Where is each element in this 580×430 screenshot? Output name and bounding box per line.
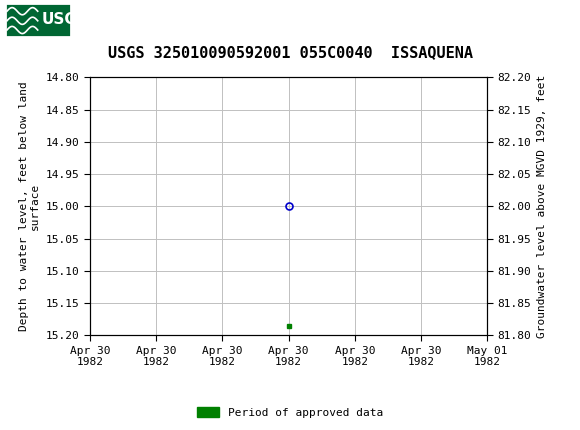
Legend: Period of approved data: Period of approved data bbox=[193, 403, 387, 422]
Bar bbox=[5, 3, 71, 37]
Y-axis label: Groundwater level above MGVD 1929, feet: Groundwater level above MGVD 1929, feet bbox=[537, 75, 547, 338]
Text: USGS 325010090592001 055C0040  ISSAQUENA: USGS 325010090592001 055C0040 ISSAQUENA bbox=[107, 45, 473, 60]
Y-axis label: Depth to water level, feet below land
surface: Depth to water level, feet below land su… bbox=[19, 82, 40, 331]
Text: USGS: USGS bbox=[42, 12, 89, 28]
